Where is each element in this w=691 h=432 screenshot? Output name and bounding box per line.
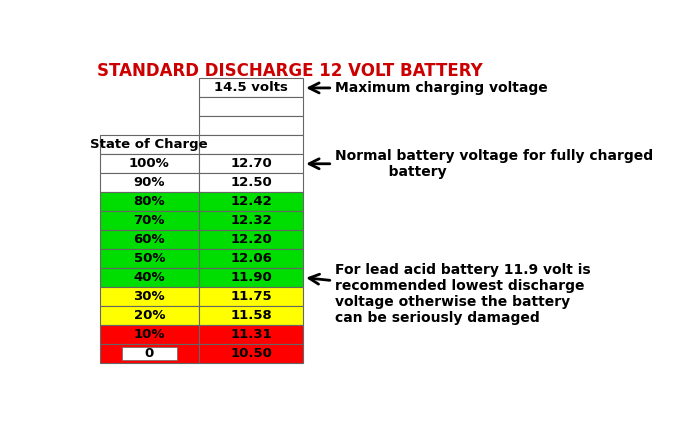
Bar (199, 97, 303, 116)
Text: 70%: 70% (133, 214, 165, 227)
Bar (199, 230, 303, 249)
Text: Maximum charging voltage: Maximum charging voltage (309, 81, 548, 95)
Bar (100, 135, 199, 154)
Bar (100, 192, 199, 211)
Text: 50%: 50% (133, 252, 165, 265)
Text: Normal battery voltage for fully charged
           battery: Normal battery voltage for fully charged… (309, 149, 654, 179)
Text: State of Charge: State of Charge (91, 138, 208, 151)
Text: STANDARD DISCHARGE 12 VOLT BATTERY: STANDARD DISCHARGE 12 VOLT BATTERY (97, 62, 483, 80)
Text: 40%: 40% (133, 271, 165, 284)
Bar (100, 230, 199, 249)
Text: 11.90: 11.90 (230, 271, 272, 284)
Text: 80%: 80% (133, 195, 165, 208)
Text: 12.50: 12.50 (230, 176, 272, 189)
Text: 20%: 20% (133, 309, 165, 322)
Bar (199, 116, 303, 135)
Bar (199, 192, 303, 211)
Text: 11.31: 11.31 (230, 328, 272, 341)
Text: 12.06: 12.06 (230, 252, 272, 265)
Bar (100, 173, 199, 192)
Text: 14.5 volts: 14.5 volts (214, 81, 288, 95)
Bar (199, 287, 303, 306)
Text: 11.75: 11.75 (230, 290, 272, 303)
Bar (199, 154, 303, 173)
Bar (100, 306, 199, 325)
Bar (199, 249, 303, 268)
Text: 30%: 30% (133, 290, 165, 303)
Text: 0: 0 (144, 347, 154, 360)
Text: 10%: 10% (133, 328, 165, 341)
Bar (100, 268, 199, 287)
Bar (199, 325, 303, 344)
Text: 100%: 100% (129, 157, 170, 170)
Bar (100, 211, 199, 230)
Bar (199, 268, 303, 287)
Text: 12.20: 12.20 (230, 233, 272, 246)
Text: 12.32: 12.32 (230, 214, 272, 227)
Text: 12.70: 12.70 (230, 157, 272, 170)
Bar (199, 135, 303, 154)
Text: 90%: 90% (133, 176, 165, 189)
Bar (199, 79, 303, 97)
Bar (199, 306, 303, 325)
Text: 11.58: 11.58 (230, 309, 272, 322)
Bar (100, 325, 199, 344)
Text: 10.50: 10.50 (230, 347, 272, 360)
Text: 60%: 60% (133, 233, 165, 246)
Bar (100, 287, 199, 306)
Text: For lead acid battery 11.9 volt is
recommended lowest discharge
voltage otherwis: For lead acid battery 11.9 volt is recom… (309, 263, 591, 325)
Bar (199, 173, 303, 192)
Bar (122, 346, 176, 360)
Bar (100, 154, 199, 173)
Bar (199, 211, 303, 230)
Bar (100, 344, 199, 363)
Bar (100, 249, 199, 268)
Bar (199, 344, 303, 363)
Text: 12.42: 12.42 (230, 195, 272, 208)
